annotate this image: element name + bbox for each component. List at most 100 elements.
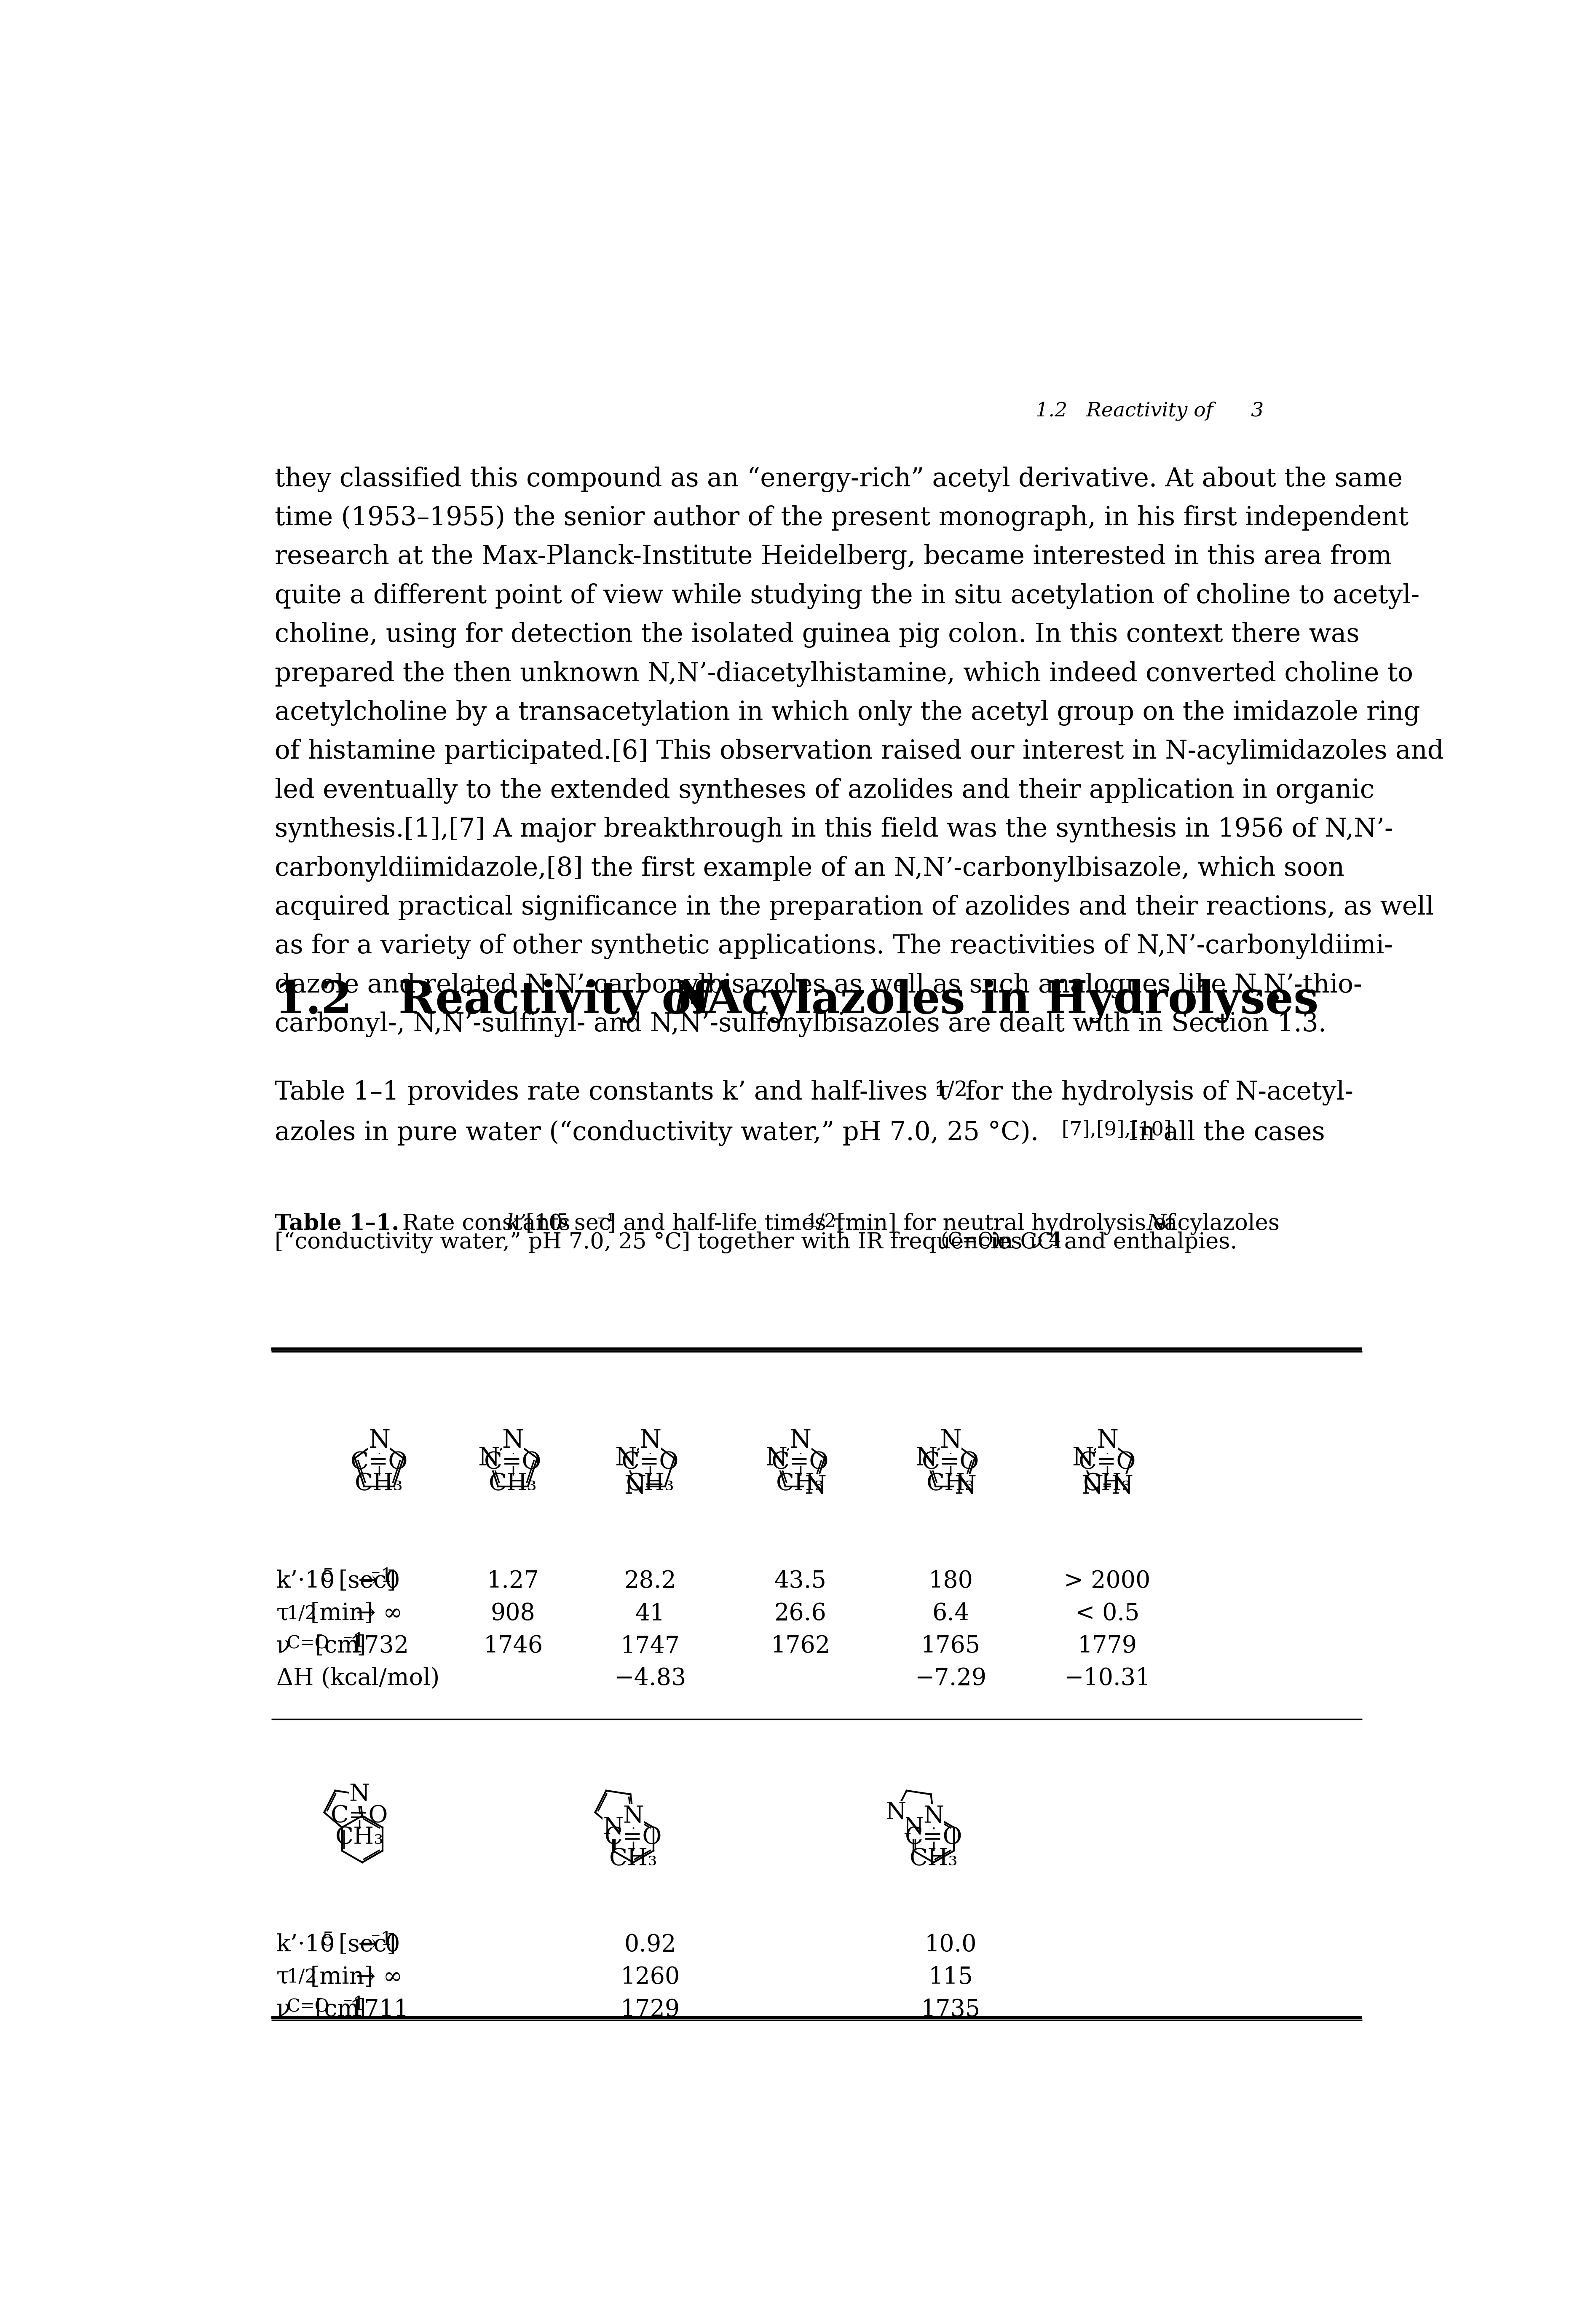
- Text: C=O: C=O: [484, 1451, 541, 1474]
- Text: N: N: [624, 1474, 646, 1500]
- Text: 26.6: 26.6: [774, 1602, 827, 1625]
- Text: → 0: → 0: [358, 1569, 401, 1592]
- Text: C=O: C=O: [351, 1451, 409, 1474]
- Text: 180: 180: [929, 1569, 974, 1592]
- Text: 1/2: 1/2: [287, 1968, 318, 1987]
- Text: [min] for neutral hydrolysis of: [min] for neutral hydrolysis of: [830, 1212, 1183, 1235]
- Text: C=O: C=O: [1079, 1451, 1136, 1474]
- Text: N: N: [1082, 1474, 1103, 1500]
- Text: CH₃: CH₃: [910, 1847, 958, 1871]
- Text: sec: sec: [567, 1212, 611, 1233]
- Text: ν: ν: [276, 1634, 290, 1657]
- Text: 1.2   Reactivity of      3: 1.2 Reactivity of 3: [1036, 401, 1264, 422]
- Text: azoles in pure water (“conductivity water,” pH 7.0, 25 °C).: azoles in pure water (“conductivity wate…: [275, 1120, 1039, 1145]
- Text: ⁻¹: ⁻¹: [597, 1212, 614, 1231]
- Text: 1/2: 1/2: [806, 1212, 836, 1231]
- Text: (C=O): (C=O): [940, 1231, 1001, 1249]
- Text: ⁻1: ⁻1: [343, 1632, 364, 1650]
- Text: 43.5: 43.5: [774, 1569, 827, 1592]
- Text: C=O: C=O: [330, 1803, 388, 1827]
- Text: k’: k’: [506, 1212, 527, 1233]
- Text: CH₃: CH₃: [354, 1472, 404, 1495]
- Text: choline, using for detection the isolated guinea pig colon. In this context ther: choline, using for detection the isolate…: [275, 621, 1360, 647]
- Text: ]: ]: [356, 1634, 365, 1657]
- Text: carbonyl-, N,N’-sulfinyl- and N,N’-sulfonylbisazoles are dealt with in Section 1: carbonyl-, N,N’-sulfinyl- and N,N’-sulfo…: [275, 1011, 1326, 1036]
- Text: Table 1–1.: Table 1–1.: [275, 1212, 399, 1233]
- Text: −10.31: −10.31: [1065, 1667, 1151, 1690]
- Text: N: N: [916, 1446, 937, 1470]
- Text: CH₃: CH₃: [335, 1827, 383, 1850]
- Text: CH₃: CH₃: [776, 1472, 825, 1495]
- Text: ]: ]: [386, 1569, 396, 1592]
- Text: 1.27: 1.27: [487, 1569, 539, 1592]
- Text: τ: τ: [276, 1602, 289, 1625]
- Text: ν: ν: [276, 1998, 290, 2021]
- Text: 1779: 1779: [1077, 1634, 1136, 1657]
- Text: C=O: C=O: [287, 1634, 329, 1653]
- Text: acquired practical significance in the preparation of azolides and their reactio: acquired practical significance in the p…: [275, 895, 1433, 920]
- Text: acetylcholine by a transacetylation in which only the acetyl group on the imidaz: acetylcholine by a transacetylation in w…: [275, 700, 1420, 726]
- Text: [sec: [sec: [330, 1933, 386, 1956]
- Text: 1762: 1762: [771, 1634, 830, 1657]
- Text: as for a variety of other synthetic applications. The reactivities of N,N’-carbo: as for a variety of other synthetic appl…: [275, 934, 1393, 960]
- Text: −4.83: −4.83: [614, 1667, 686, 1690]
- Text: 1.2   Reactivity of: 1.2 Reactivity of: [275, 978, 726, 1022]
- Text: they classified this compound as an “energy-rich” acetyl derivative. At about th: they classified this compound as an “ene…: [275, 466, 1403, 491]
- Text: τ: τ: [276, 1966, 289, 1989]
- Text: k’·10: k’·10: [276, 1933, 335, 1956]
- Text: ΔH (kcal/mol): ΔH (kcal/mol): [276, 1667, 439, 1690]
- Text: N: N: [1146, 1212, 1165, 1233]
- Text: C=O: C=O: [287, 1998, 329, 2017]
- Text: in CCl: in CCl: [985, 1231, 1061, 1254]
- Text: [“conductivity water,” pH 7.0, 25 °C] together with IR frequencies ν: [“conductivity water,” pH 7.0, 25 °C] to…: [275, 1231, 1042, 1254]
- Text: 1/2: 1/2: [287, 1604, 318, 1623]
- Text: 1729: 1729: [621, 1998, 680, 2021]
- Text: ⁻1: ⁻1: [343, 1996, 364, 2014]
- Text: and enthalpies.: and enthalpies.: [1057, 1231, 1237, 1254]
- Text: ]: ]: [386, 1933, 396, 1956]
- Text: [cm: [cm: [308, 1998, 359, 2021]
- Text: < 0.5: < 0.5: [1076, 1602, 1140, 1625]
- Text: N: N: [940, 1428, 961, 1453]
- Text: 115: 115: [929, 1966, 974, 1989]
- Text: [sec: [sec: [330, 1569, 386, 1592]
- Text: ⁻1: ⁻1: [370, 1931, 393, 1949]
- Text: N: N: [903, 1815, 924, 1838]
- Text: C=O: C=O: [905, 1827, 962, 1850]
- Text: -Acylazoles in Hydrolyses: -Acylazoles in Hydrolyses: [688, 978, 1318, 1022]
- Text: of histamine participated.[6] This observation raised our interest in N-acylimid: of histamine participated.[6] This obser…: [275, 739, 1444, 765]
- Text: 41: 41: [635, 1602, 666, 1625]
- Text: N: N: [886, 1801, 907, 1824]
- Text: N: N: [622, 1803, 643, 1827]
- Text: carbonyldiimidazole,[8] the first example of an N,N’-carbonylbisazole, which soo: carbonyldiimidazole,[8] the first exampl…: [275, 855, 1344, 881]
- Text: 10.0: 10.0: [924, 1933, 977, 1956]
- Text: 1/2: 1/2: [934, 1080, 969, 1101]
- Text: led eventually to the extended syntheses of azolides and their application in or: led eventually to the extended syntheses…: [275, 779, 1374, 804]
- Text: 1747: 1747: [621, 1634, 680, 1657]
- Text: N: N: [1111, 1474, 1133, 1500]
- Text: −7.29: −7.29: [915, 1667, 986, 1690]
- Text: 5: 5: [322, 1931, 334, 1949]
- Text: > 2000: > 2000: [1065, 1569, 1151, 1592]
- Text: 0.92: 0.92: [624, 1933, 677, 1956]
- Text: N: N: [350, 1783, 370, 1806]
- Text: synthesis.[1],[7] A major breakthrough in this field was the synthesis in 1956 o: synthesis.[1],[7] A major breakthrough i…: [275, 816, 1393, 841]
- Text: → ∞: → ∞: [356, 1602, 402, 1625]
- Text: C=O: C=O: [922, 1451, 980, 1474]
- Text: 4: 4: [1049, 1231, 1060, 1249]
- Text: N: N: [503, 1428, 523, 1453]
- Text: 908: 908: [490, 1602, 535, 1625]
- Text: N: N: [764, 1446, 787, 1470]
- Text: ] and half-life times τ: ] and half-life times τ: [608, 1212, 846, 1233]
- Text: N: N: [369, 1428, 389, 1453]
- Text: k’·10: k’·10: [276, 1569, 335, 1592]
- Text: 1765: 1765: [921, 1634, 980, 1657]
- Text: N: N: [790, 1428, 811, 1453]
- Text: 1735: 1735: [921, 1998, 980, 2021]
- Text: dazole and related N,N’-carbonylbisazoles as well as such analogues like N,N’-th: dazole and related N,N’-carbonylbisazole…: [275, 974, 1361, 999]
- Text: [7],[9],[10]: [7],[9],[10]: [1061, 1120, 1171, 1140]
- Text: 1260: 1260: [621, 1966, 680, 1989]
- Text: N: N: [477, 1446, 500, 1470]
- Text: for the hydrolysis of N-acetyl-: for the hydrolysis of N-acetyl-: [958, 1080, 1353, 1106]
- Text: [cm: [cm: [308, 1634, 359, 1657]
